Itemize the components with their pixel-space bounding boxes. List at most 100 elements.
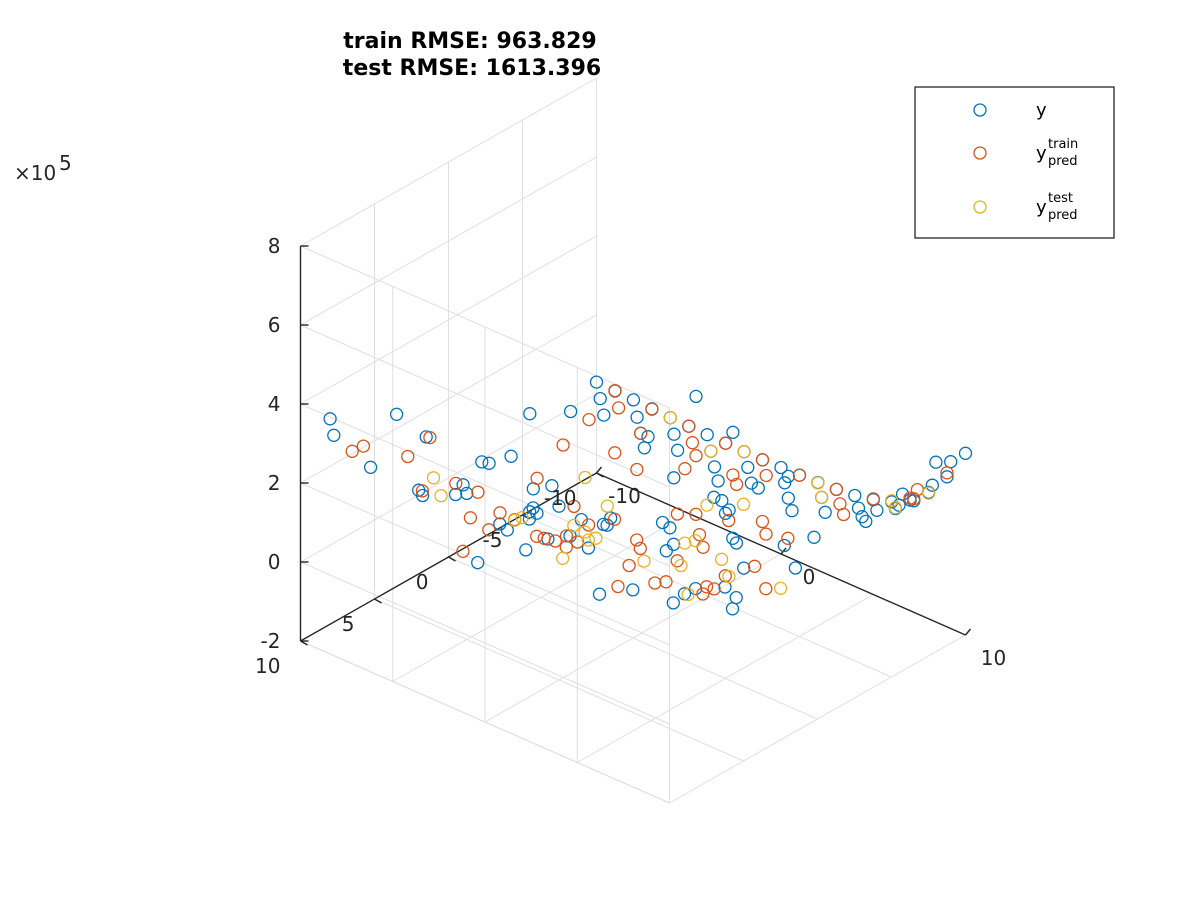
wall-grid-line bbox=[300, 235, 597, 405]
point-y bbox=[726, 425, 740, 439]
point-y bbox=[592, 587, 607, 601]
point-y bbox=[744, 476, 759, 490]
floor-grid-line bbox=[448, 556, 818, 720]
point-y bbox=[581, 541, 596, 555]
point-y bbox=[663, 521, 677, 535]
x-tick-label: 0 bbox=[803, 565, 816, 589]
point-y_pred_test bbox=[885, 494, 899, 508]
point-y_pred_train bbox=[729, 477, 744, 492]
point-y_pred_test bbox=[688, 533, 703, 548]
point-y_pred_train bbox=[582, 412, 596, 427]
point-y_pred_train bbox=[633, 541, 647, 556]
y-tick-label: -10 bbox=[544, 486, 577, 510]
point-y bbox=[777, 538, 791, 553]
point-y bbox=[522, 512, 537, 526]
point-y bbox=[456, 478, 470, 492]
point-y bbox=[563, 404, 578, 419]
point-y bbox=[545, 479, 559, 493]
z-tick-label: 6 bbox=[268, 313, 281, 337]
point-y_pred_train bbox=[559, 529, 574, 543]
legend-label-y_pred_train: y bbox=[1036, 143, 1047, 164]
y-tick-label: 5 bbox=[342, 612, 355, 636]
point-y_pred_train bbox=[423, 430, 437, 445]
point-y bbox=[589, 375, 604, 389]
point-y_pred_train bbox=[866, 492, 880, 506]
y-tick-label: 10 bbox=[255, 654, 280, 678]
x-tick-mark bbox=[964, 628, 972, 636]
point-y bbox=[929, 455, 943, 469]
point-y_pred_test bbox=[567, 518, 581, 533]
point-y_pred_train bbox=[556, 438, 570, 452]
point-y_pred_test bbox=[426, 471, 441, 485]
point-y_pred_train bbox=[726, 468, 740, 482]
point-y_pred_test bbox=[736, 497, 751, 511]
point-y_pred_train bbox=[648, 576, 662, 590]
z-tick-label: 4 bbox=[268, 392, 281, 416]
y-tick-mark bbox=[374, 598, 382, 604]
point-y bbox=[637, 441, 652, 455]
point-y_pred_test bbox=[722, 569, 736, 584]
point-y_pred_train bbox=[622, 558, 636, 573]
point-y bbox=[818, 505, 832, 519]
point-y_pred_train bbox=[570, 535, 585, 549]
point-y bbox=[500, 523, 514, 537]
point-y_pred_train bbox=[718, 436, 733, 450]
legend-label-sup-y_pred_train: train bbox=[1048, 137, 1078, 152]
point-y bbox=[448, 487, 463, 502]
point-y bbox=[475, 455, 489, 469]
point-y_pred_train bbox=[678, 462, 692, 476]
axes-lines bbox=[299, 245, 972, 646]
point-y_pred_train bbox=[907, 492, 921, 506]
point-y_pred_train bbox=[608, 446, 622, 460]
point-y bbox=[670, 443, 685, 457]
wall-grid-line bbox=[300, 393, 597, 563]
point-y_pred_train bbox=[530, 529, 544, 543]
point-y bbox=[726, 531, 740, 545]
point-y_pred_train bbox=[608, 383, 622, 398]
point-y_pred_test bbox=[674, 558, 688, 573]
point-y_pred_train bbox=[792, 468, 807, 482]
title-line-1: train RMSE: 963.829 bbox=[343, 29, 596, 54]
legend-label-y: y bbox=[1036, 100, 1047, 121]
point-y bbox=[519, 543, 533, 557]
point-y_pred_test bbox=[921, 486, 936, 500]
point-y_pred_train bbox=[759, 582, 773, 596]
point-y_pred_test bbox=[581, 533, 596, 547]
z-exponent-times: ×10 bbox=[14, 161, 56, 185]
point-y bbox=[741, 460, 755, 475]
point-y bbox=[715, 494, 729, 508]
point-y bbox=[729, 536, 744, 550]
point-y_pred_test bbox=[434, 489, 448, 503]
point-y_pred_train bbox=[456, 544, 470, 558]
point-y_pred_train bbox=[670, 507, 685, 521]
legend-label-sub-y_pred_train: pred bbox=[1048, 154, 1078, 169]
point-y_pred_train bbox=[829, 482, 844, 497]
point-y_pred_train bbox=[415, 484, 430, 498]
point-y_pred_train bbox=[630, 533, 644, 547]
point-y bbox=[807, 530, 821, 544]
point-y_pred_test bbox=[714, 552, 729, 566]
point-y_pred_test bbox=[637, 554, 651, 568]
point-y bbox=[667, 427, 681, 441]
point-y bbox=[504, 449, 518, 463]
point-y_pred_train bbox=[689, 449, 703, 463]
legend-label-sup-y_pred_test: test bbox=[1048, 191, 1073, 206]
point-y bbox=[471, 555, 485, 570]
point-y bbox=[667, 471, 681, 485]
point-y bbox=[925, 478, 939, 492]
point-y_pred_test bbox=[888, 501, 903, 515]
point-y_pred_train bbox=[722, 513, 736, 528]
point-y bbox=[327, 428, 341, 442]
y-tick-mark bbox=[596, 472, 604, 478]
z-exponent-label: ×10 5 bbox=[14, 151, 72, 185]
point-y bbox=[851, 501, 866, 515]
wall-grid-line bbox=[300, 324, 670, 488]
x-tick-label: 10 bbox=[981, 646, 1006, 670]
point-y_pred_test bbox=[589, 531, 603, 545]
point-y bbox=[597, 408, 611, 422]
legend-marker-y_pred_test bbox=[973, 200, 987, 214]
x-tick-label: -10 bbox=[608, 484, 641, 508]
y-tick-mark bbox=[300, 640, 308, 646]
